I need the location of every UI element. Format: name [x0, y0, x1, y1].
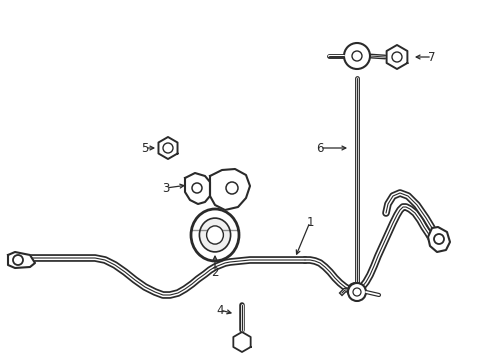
Circle shape: [225, 182, 238, 194]
Circle shape: [343, 43, 369, 69]
Circle shape: [347, 283, 365, 301]
Text: 6: 6: [316, 141, 323, 154]
Ellipse shape: [206, 226, 223, 244]
Text: 7: 7: [427, 50, 435, 63]
Circle shape: [192, 183, 202, 193]
Polygon shape: [233, 332, 250, 352]
Ellipse shape: [199, 218, 230, 252]
Circle shape: [433, 234, 443, 244]
Text: 2: 2: [211, 266, 218, 279]
Polygon shape: [158, 137, 177, 159]
Circle shape: [347, 283, 361, 297]
Polygon shape: [209, 169, 249, 210]
Ellipse shape: [191, 209, 239, 261]
Text: 5: 5: [141, 141, 148, 154]
Polygon shape: [184, 173, 209, 204]
Polygon shape: [427, 227, 449, 252]
Circle shape: [13, 255, 23, 265]
Text: 4: 4: [216, 303, 224, 316]
Polygon shape: [386, 45, 407, 69]
Text: 1: 1: [305, 216, 313, 229]
Polygon shape: [8, 252, 35, 268]
Text: 3: 3: [162, 181, 169, 194]
